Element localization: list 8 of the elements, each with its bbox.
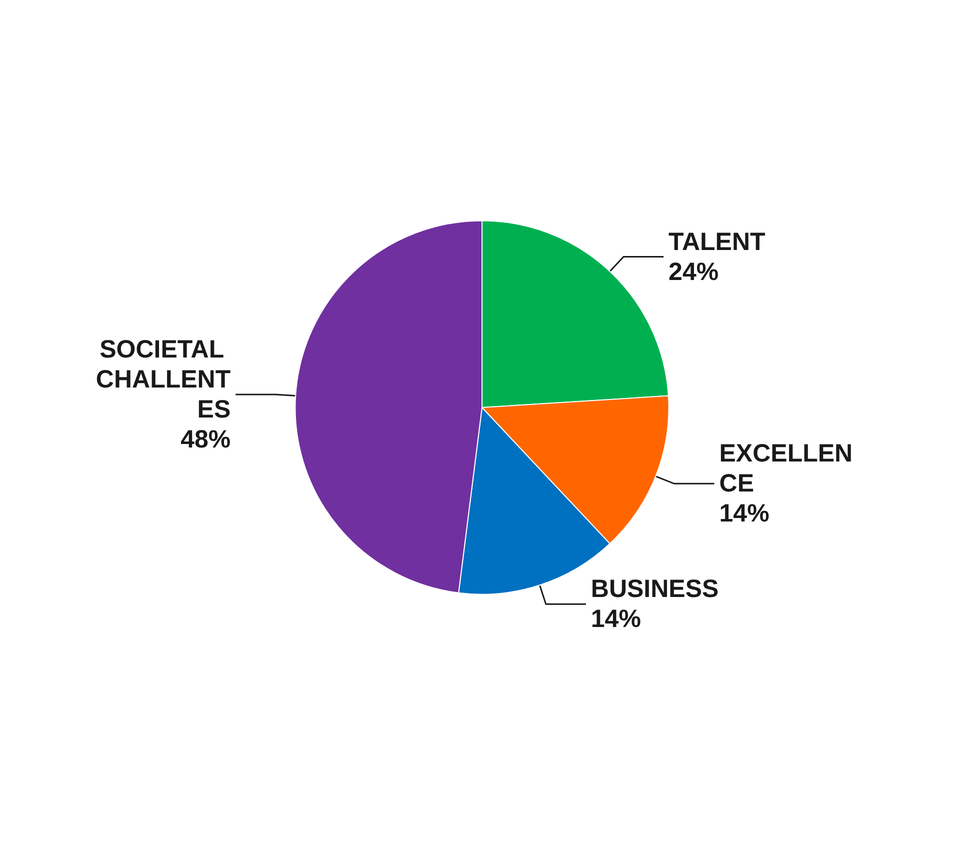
slice-label: TALENT xyxy=(668,228,766,256)
data-label: 14% xyxy=(590,605,641,634)
data-label: 14% xyxy=(719,500,770,528)
data-label: 48% xyxy=(180,426,231,454)
slice-label: SOCIETAL CHALLENTES xyxy=(96,336,231,424)
data-label: 24% xyxy=(668,258,719,286)
slice-label: EXCELLENCE xyxy=(719,440,853,498)
slice-label: BUSINESS xyxy=(590,575,719,604)
